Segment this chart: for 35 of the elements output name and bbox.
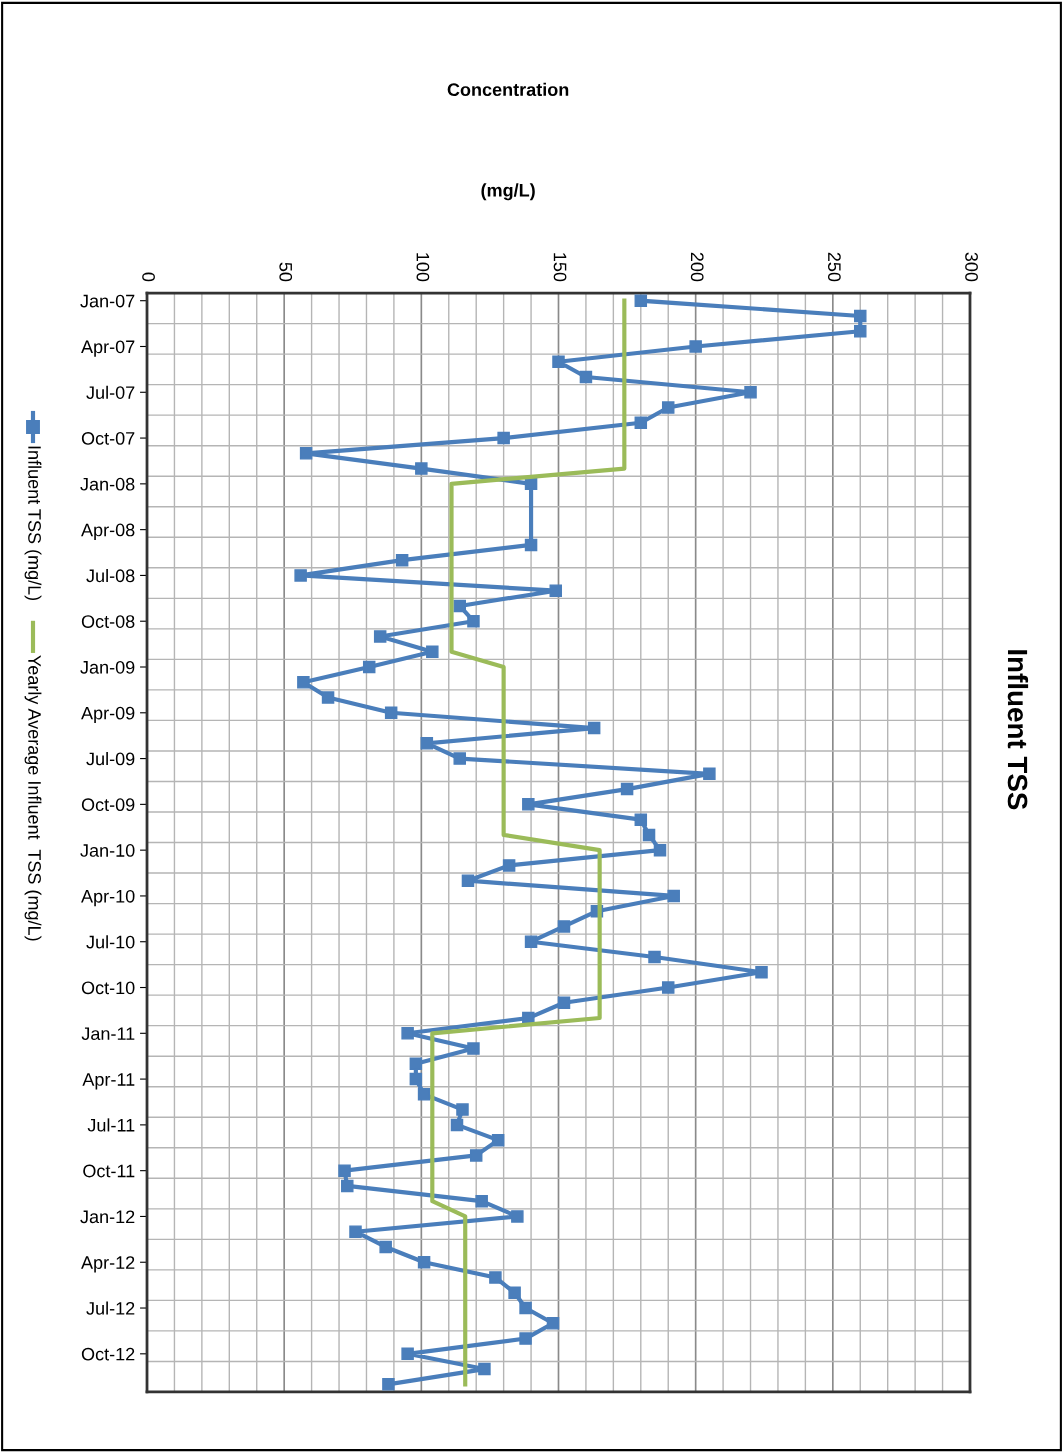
y-tick-label: Jan-08: [80, 477, 135, 491]
y-tick-label: Jan-09: [80, 660, 135, 674]
y-tick-label: Jan-10: [80, 844, 135, 857]
y-tick-label: Jul-11: [87, 1118, 135, 1132]
y-tick-label: Jul-12: [86, 1301, 135, 1315]
y-tick-label: Jul-09: [86, 752, 135, 766]
text: Influent TSS: [1007, 650, 1029, 810]
x-tick-label: 100: [416, 253, 430, 282]
x-tick-label: 300: [965, 252, 978, 282]
legend-label: Yearly Average Influent TSS (mg/L): [24, 655, 42, 941]
y-tick-label: Apr-08: [81, 523, 135, 540]
y-tick-label: Jan-07: [80, 294, 135, 308]
y-tick-label: Oct-11: [83, 1164, 135, 1178]
y-tick-label: Oct-08: [81, 615, 135, 628]
y-tick-label: Apr-09: [81, 706, 135, 724]
y-tick-label: Apr-11: [82, 1073, 135, 1090]
y-tick-label: Oct-12: [81, 1347, 135, 1361]
y-tick-label: Jan-12: [80, 1210, 135, 1224]
x-tick-label: 150: [553, 253, 567, 282]
x-tick-label: 200: [690, 252, 704, 282]
y-tick-label: Jan-11: [81, 1027, 135, 1041]
x-tick-label: 250: [827, 252, 841, 282]
y-tick-label: Apr-10: [81, 889, 135, 907]
y-tick-label: Apr-07: [81, 340, 135, 357]
y-tick-label: Oct-07: [81, 432, 135, 445]
text: Concentration (mg/L): [447, 82, 569, 201]
x-tick-label: 0: [142, 272, 155, 282]
y-tick-label: Jul-08: [86, 568, 135, 583]
y-tick-label: Oct-09: [81, 798, 135, 812]
y-tick-label: Oct-10: [81, 981, 135, 995]
x-tick-label: 50: [279, 262, 293, 282]
legend-label: Influent TSS (mg/L): [24, 446, 42, 601]
y-tick-label: Jul-10: [86, 935, 135, 949]
y-tick-label: Jul-07: [86, 385, 135, 399]
y-tick-label: Apr-12: [81, 1256, 135, 1273]
